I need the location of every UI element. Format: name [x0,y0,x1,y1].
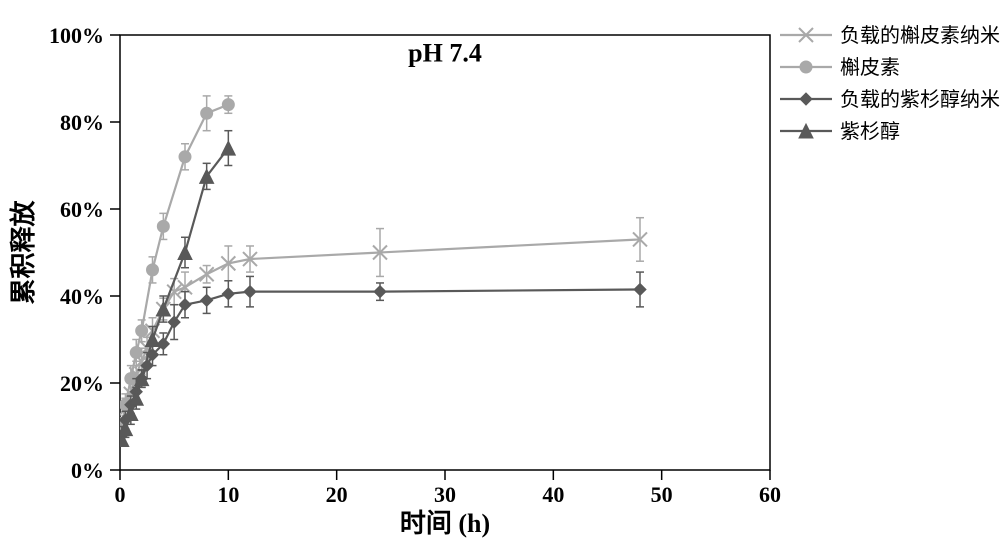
marker-circle [201,107,213,119]
y-tick-label: 80% [60,110,104,135]
release-chart: 0 10 20 30 40 50 60 0% 20% 40% 60% 80% 100% pH 7.4 时间 … [0,0,1000,542]
x-tick-label: 60 [759,482,781,507]
x-axis-label: 时间 (h) [400,509,490,538]
y-tick-label: 60% [60,197,104,222]
y-tick-label: 20% [60,371,104,396]
marker-circle [130,347,142,359]
marker-circle [800,61,812,73]
x-tick-label: 20 [326,482,348,507]
x-tick-label: 0 [115,482,126,507]
y-tick-label: 100% [49,23,104,48]
x-tick-label: 10 [217,482,239,507]
x-tick-label: 30 [434,482,456,507]
legend-label: 负载的紫杉醇纳米粒 [840,88,1000,111]
marker-circle [147,264,159,276]
legend-label: 槲皮素 [840,56,900,79]
marker-circle [179,151,191,163]
y-tick-label: 40% [60,284,104,309]
marker-circle [136,325,148,337]
plot-area [120,35,770,470]
marker-circle [222,99,234,111]
chart-title: pH 7.4 [408,38,482,67]
marker-circle [157,220,169,232]
x-tick-label: 40 [542,482,564,507]
legend-label: 紫杉醇 [840,120,900,143]
y-tick-label: 0% [71,458,104,483]
x-tick-label: 50 [651,482,673,507]
y-axis-label: 累积释放 [8,200,38,305]
legend-label: 负载的槲皮素纳米粒 [840,24,1000,47]
